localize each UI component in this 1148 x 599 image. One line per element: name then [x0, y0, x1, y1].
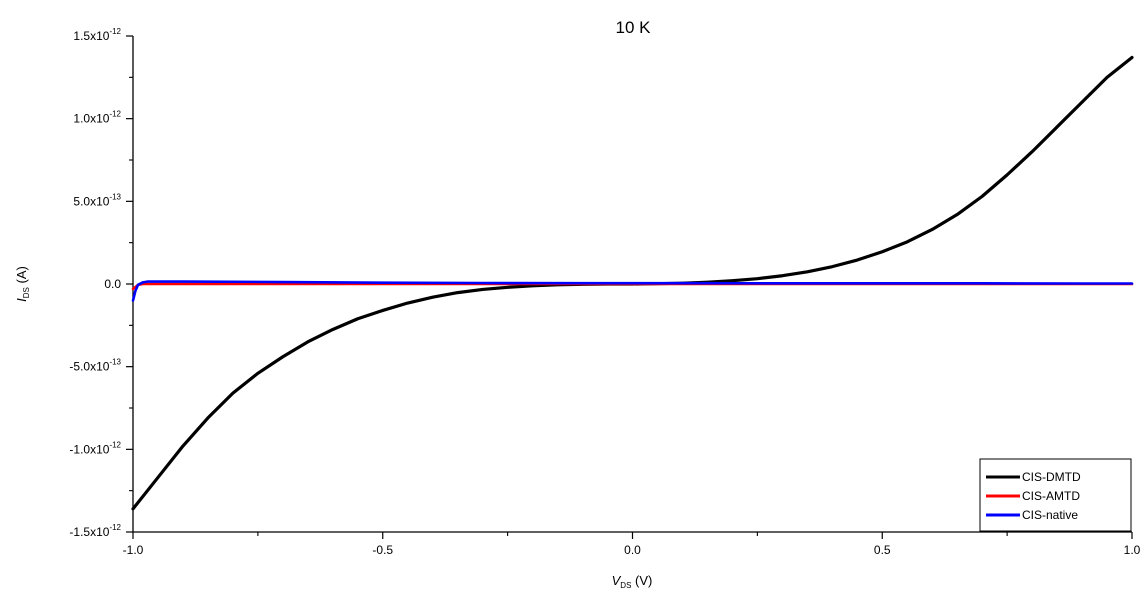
y-tick-label: 1.5x10-12 [73, 27, 121, 43]
x-tick-label: -0.5 [372, 543, 393, 557]
x-axis-label: VDS (V) [612, 573, 653, 590]
x-tick-label: 0.5 [874, 543, 891, 557]
y-tick-label: -1.5x10-12 [69, 523, 121, 539]
y-axis-label: IDS (A) [14, 266, 31, 302]
y-tick-label: 1.0x10-12 [73, 110, 121, 126]
legend-label: CIS-DMTD [1022, 470, 1081, 484]
labels-group: -1.0 -0.5 0.0 0.5 1.0 1.5x10-12 1.0x10-12 5.0x1… [14, 18, 1141, 590]
legend-label: CIS-AMTD [1022, 489, 1080, 503]
y-tick-label: -5.0x10-13 [69, 358, 121, 374]
y-tick-label: 0.0 [104, 277, 121, 291]
axes-group [126, 35, 1133, 539]
y-tick-label: 5.0x10-13 [73, 192, 121, 208]
series-line-cis-amtd [131, 282, 1134, 291]
y-tick-label: -1.0x10-12 [69, 440, 121, 456]
x-tick-label: 0.0 [624, 543, 641, 557]
x-tick-label: -1.0 [123, 543, 144, 557]
chart-title: 10 K [616, 18, 652, 37]
legend: CIS-DMTD CIS-AMTD CIS-native [979, 458, 1132, 532]
legend-label: CIS-native [1022, 508, 1078, 522]
x-tick-label: 1.0 [1124, 543, 1141, 557]
series-group [131, 55, 1134, 511]
series-line-cis-native [131, 280, 1134, 302]
